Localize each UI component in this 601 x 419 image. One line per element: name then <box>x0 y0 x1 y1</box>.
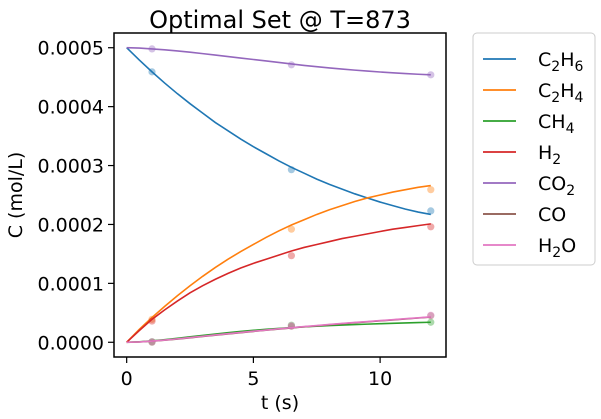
data-point <box>427 207 435 215</box>
series-line-6 <box>126 316 431 344</box>
axes-frame <box>113 32 447 358</box>
x-axis-label: t (s) <box>261 392 299 414</box>
data-point <box>148 45 156 53</box>
legend-label: C2​H6​ <box>538 49 584 75</box>
y-tick-label: 0.0003 <box>38 156 104 178</box>
legend-box <box>472 32 596 266</box>
y-tick-label: 0.0000 <box>38 332 104 354</box>
legend-label: CO <box>538 204 566 226</box>
data-point <box>148 68 156 76</box>
plot-area <box>126 45 435 346</box>
series-2 <box>126 318 435 346</box>
data-point <box>287 252 296 260</box>
y-axis-label: C (mol/L) <box>5 152 27 239</box>
x-tick-label: 10 <box>368 368 392 390</box>
legend-label: CH4​ <box>538 111 575 137</box>
data-point <box>427 71 435 79</box>
data-point <box>427 318 435 326</box>
data-point <box>287 225 296 233</box>
series-line-3 <box>126 223 431 343</box>
data-point <box>287 166 296 174</box>
data-point <box>427 311 435 319</box>
legend-label: H2​ <box>538 142 561 168</box>
series-0 <box>126 47 435 216</box>
series-6 <box>126 311 435 346</box>
data-point <box>287 322 296 330</box>
y-axis: 0.0000 0.0001 0.0002 0.0003 0.0004 0.0005 <box>38 38 114 354</box>
data-point <box>148 317 156 325</box>
legend-label: H2​O <box>538 235 576 261</box>
series-line-1 <box>126 184 431 343</box>
legend-label: C2​H4​ <box>538 80 584 106</box>
x-tick-label: 5 <box>247 368 259 390</box>
y-tick-label: 0.0005 <box>38 38 104 60</box>
x-axis: 0 5 10 <box>121 357 392 390</box>
data-point <box>427 186 435 194</box>
x-tick-label: 0 <box>121 368 133 390</box>
y-tick-label: 0.0001 <box>38 273 104 295</box>
data-point <box>148 338 156 346</box>
series-1 <box>126 184 435 343</box>
data-point <box>287 61 296 69</box>
series-4 <box>126 45 435 79</box>
chart-title: Optimal Set @ T=873 <box>149 6 411 34</box>
series-line-0 <box>126 47 431 216</box>
series-3 <box>126 223 435 343</box>
y-tick-label: 0.0004 <box>38 97 104 119</box>
legend: C2​H6​ C2​H4​ CH4​ H2​ CO2​ CO H2​O <box>472 32 596 266</box>
y-tick-label: 0.0002 <box>38 214 104 236</box>
legend-label: CO2​ <box>538 173 575 199</box>
data-point <box>427 223 435 231</box>
series-line-4 <box>126 46 431 76</box>
